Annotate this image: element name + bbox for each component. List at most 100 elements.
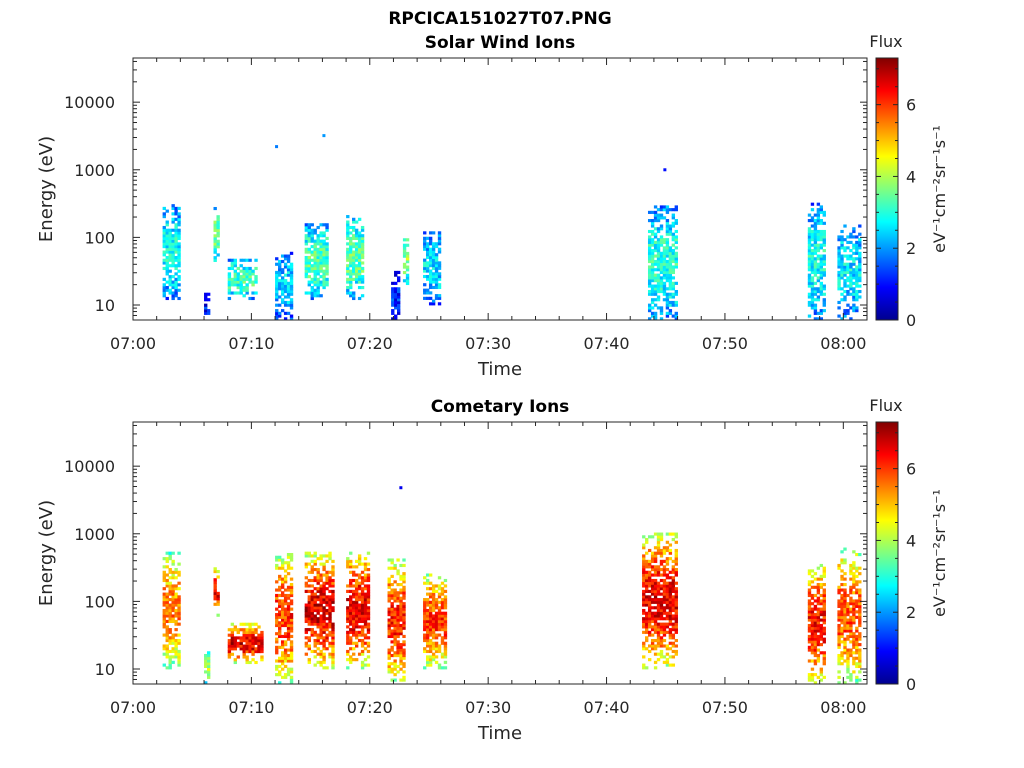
heatmap-cell: [363, 608, 368, 613]
heatmap-cell: [307, 231, 311, 235]
heatmap-cell: [393, 621, 397, 625]
heatmap-cell: [399, 599, 403, 603]
heatmap-cell: [168, 638, 172, 643]
heatmap-cell: [304, 264, 309, 268]
heatmap-cell: [319, 633, 323, 637]
heatmap-cell: [858, 295, 862, 299]
heatmap-cell: [325, 245, 329, 249]
heatmap-cell: [819, 284, 824, 288]
heatmap-cell: [325, 581, 329, 585]
heatmap-cell: [431, 250, 436, 254]
heatmap-cell: [278, 577, 282, 581]
heatmap-cell: [354, 608, 359, 613]
heatmap-cell: [313, 638, 317, 643]
heatmap-cell: [242, 286, 246, 290]
heatmap-cell: [653, 598, 658, 602]
heatmap-cell: [174, 266, 178, 271]
heatmap-cell: [174, 576, 178, 580]
heatmap-cell: [816, 640, 821, 644]
heatmap-cell: [387, 558, 391, 562]
heatmap-cell: [313, 242, 317, 246]
heatmap-cell: [280, 566, 285, 570]
heatmap-cell: [423, 236, 427, 240]
heatmap-cell: [659, 268, 664, 272]
heatmap-cell: [283, 317, 288, 320]
heatmap-cell: [242, 266, 246, 271]
heatmap-cell: [316, 638, 320, 643]
heatmap-cell: [659, 281, 664, 285]
heatmap-cell: [846, 629, 850, 633]
heatmap-cell: [174, 608, 178, 613]
heatmap-cell: [846, 246, 850, 250]
heatmap-cell: [665, 658, 670, 662]
heatmap-cell: [162, 576, 166, 580]
heatmap-cell: [310, 296, 314, 301]
heatmap-cell: [245, 636, 249, 640]
heatmap-cell: [399, 613, 403, 617]
heatmap-cell: [328, 625, 332, 629]
heatmap-cell: [248, 622, 252, 626]
heatmap-cell: [275, 284, 279, 288]
heatmap-cell: [310, 236, 314, 241]
heatmap-cell: [165, 652, 169, 656]
heatmap-cell: [391, 300, 395, 305]
colorbar-units: eV⁻¹cm⁻²sr⁻¹s⁻¹: [930, 125, 949, 253]
heatmap-cell: [668, 543, 673, 547]
heatmap-cell: [437, 619, 442, 624]
heatmap-cell: [206, 292, 211, 296]
heatmap-cell: [390, 648, 394, 652]
heatmap-cell: [813, 270, 818, 274]
heatmap-cell: [322, 647, 326, 651]
heatmap-cell: [659, 573, 664, 577]
heatmap-cell: [319, 269, 323, 273]
heatmap-cell: [325, 280, 329, 284]
y-tick-label: 10: [95, 660, 115, 679]
heatmap-cell: [349, 630, 353, 634]
heatmap-cell: [653, 268, 658, 272]
heatmap-cell: [671, 249, 676, 253]
heatmap-cell: [236, 630, 240, 635]
heatmap-cell: [656, 617, 661, 621]
heatmap-cell: [399, 651, 403, 655]
heatmap-cell: [171, 649, 175, 654]
panel-cometary-ions: Cometary Ions 07:00 07:10 07:20 07:30 07:40 0…: [36, 396, 949, 744]
heatmap-cell: [396, 558, 400, 562]
heatmap-cell: [387, 656, 391, 660]
heatmap-cell: [645, 622, 649, 626]
heatmap-cell: [177, 250, 181, 254]
heatmap-cell: [662, 281, 667, 285]
heatmap-cell: [843, 281, 847, 285]
heatmap-cell: [858, 656, 862, 660]
heatmap-cell: [360, 638, 365, 643]
heatmap-cell: [278, 593, 282, 598]
heatmap-cell: [283, 593, 288, 598]
heatmap-cell: [662, 240, 667, 244]
heatmap-cell: [426, 611, 430, 615]
heatmap-cell: [165, 625, 169, 629]
heatmap-cell: [810, 279, 815, 283]
heatmap-cell: [283, 651, 288, 655]
heatmap-cell: [671, 251, 676, 255]
heatmap-cell: [310, 288, 314, 292]
heatmap-cell: [162, 234, 166, 238]
heatmap-cell: [807, 572, 812, 576]
heatmap-cell: [360, 236, 365, 241]
heatmap-cell: [405, 273, 410, 277]
heatmap-cell: [653, 213, 658, 217]
heatmap-cell: [807, 259, 812, 264]
heatmap-cell: [206, 656, 211, 660]
heatmap-cell: [810, 284, 815, 288]
heatmap-cell: [328, 595, 332, 599]
heatmap-cell: [843, 602, 847, 606]
heatmap-cell: [310, 269, 314, 273]
heatmap-cell: [807, 629, 812, 633]
heatmap-cell: [810, 629, 815, 633]
heatmap-cell: [852, 259, 856, 264]
heatmap-cell: [349, 294, 353, 298]
heatmap-cell: [310, 565, 314, 569]
heatmap-cell: [313, 663, 317, 667]
heatmap-cell: [162, 228, 166, 232]
heatmap-cell: [286, 300, 291, 305]
heatmap-cell: [162, 663, 166, 667]
heatmap-cell: [286, 563, 291, 568]
